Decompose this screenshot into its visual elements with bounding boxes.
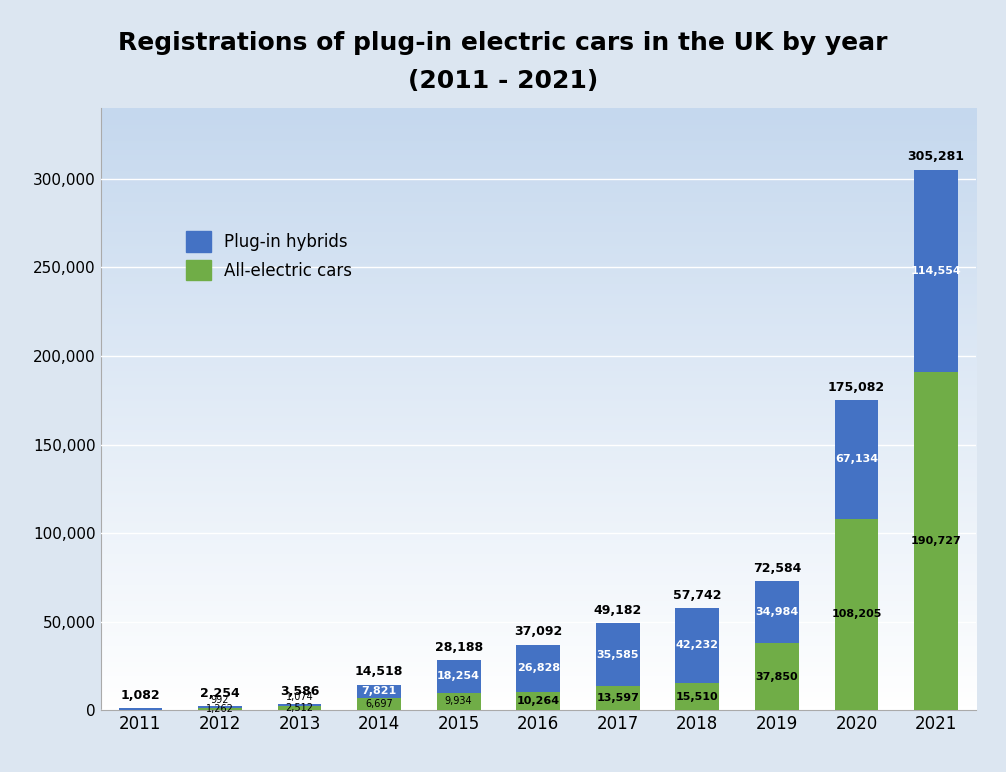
Text: 10,264: 10,264 xyxy=(517,696,559,706)
Text: Registrations of plug-in electric cars in the UK by year: Registrations of plug-in electric cars i… xyxy=(119,31,887,55)
Bar xyxy=(596,686,640,710)
Text: 35,585: 35,585 xyxy=(597,650,639,659)
Bar xyxy=(756,581,799,643)
Text: 18,254: 18,254 xyxy=(438,672,480,682)
Bar xyxy=(835,519,878,710)
Text: 14,518: 14,518 xyxy=(355,665,403,679)
Text: 7,821: 7,821 xyxy=(361,686,396,696)
Bar xyxy=(516,645,560,692)
Bar xyxy=(516,692,560,710)
Text: 992: 992 xyxy=(210,695,229,705)
Bar xyxy=(357,699,401,710)
Bar xyxy=(596,623,640,686)
Bar xyxy=(357,685,401,699)
Legend: Plug-in hybrids, All-electric cars: Plug-in hybrids, All-electric cars xyxy=(179,225,358,287)
Text: 26,828: 26,828 xyxy=(517,663,559,673)
Text: 2,512: 2,512 xyxy=(286,703,314,713)
Bar xyxy=(437,692,481,710)
Text: 1,082: 1,082 xyxy=(121,689,160,702)
Bar xyxy=(675,608,719,682)
Bar xyxy=(198,708,241,710)
Text: 37,850: 37,850 xyxy=(756,672,798,682)
Text: 9,934: 9,934 xyxy=(445,696,473,706)
Text: 305,281: 305,281 xyxy=(907,151,965,164)
Text: 57,742: 57,742 xyxy=(673,589,721,602)
Text: 13,597: 13,597 xyxy=(597,693,639,703)
Text: 28,188: 28,188 xyxy=(435,641,483,654)
Text: 49,182: 49,182 xyxy=(594,604,642,617)
Bar xyxy=(278,704,321,706)
Text: 72,584: 72,584 xyxy=(752,562,801,575)
Text: 42,232: 42,232 xyxy=(676,640,719,650)
Text: 1,262: 1,262 xyxy=(206,704,233,714)
Bar xyxy=(198,706,241,708)
Text: 108,205: 108,205 xyxy=(831,609,881,619)
Bar xyxy=(914,372,958,710)
Bar xyxy=(914,170,958,372)
Text: 67,134: 67,134 xyxy=(835,454,878,464)
Bar xyxy=(437,660,481,692)
Text: 114,554: 114,554 xyxy=(910,266,962,276)
Bar xyxy=(756,643,799,710)
Text: 190,727: 190,727 xyxy=(910,537,962,547)
Bar xyxy=(835,400,878,519)
Text: 1,074: 1,074 xyxy=(286,692,314,703)
Text: 3,586: 3,586 xyxy=(280,685,319,698)
Text: 6,697: 6,697 xyxy=(365,699,393,709)
Bar xyxy=(119,709,162,710)
Text: 37,092: 37,092 xyxy=(514,625,562,638)
Bar xyxy=(278,706,321,710)
Text: (2011 - 2021): (2011 - 2021) xyxy=(407,69,599,93)
Text: 15,510: 15,510 xyxy=(676,692,718,702)
Text: 2,254: 2,254 xyxy=(200,687,239,700)
Text: 34,984: 34,984 xyxy=(756,608,799,618)
Text: 175,082: 175,082 xyxy=(828,381,885,394)
Bar xyxy=(675,682,719,710)
